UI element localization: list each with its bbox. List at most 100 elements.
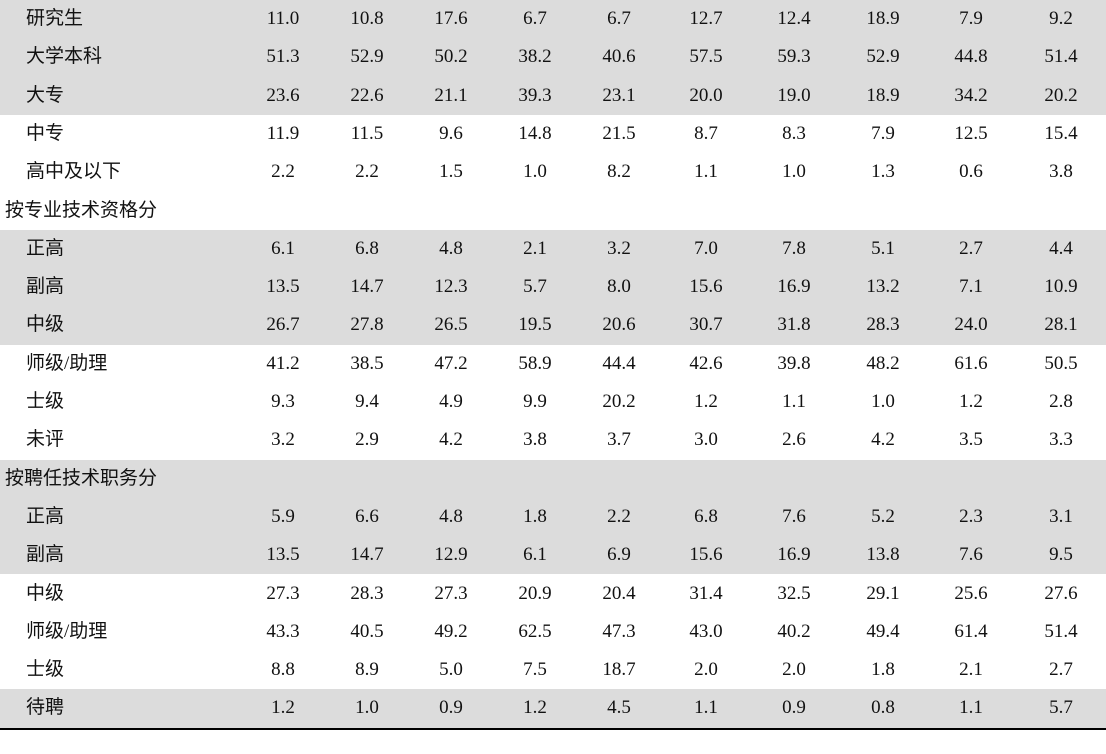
cell-value: 4.2 bbox=[439, 429, 463, 451]
cell-value: 52.9 bbox=[866, 46, 900, 68]
cell-value: 1.2 bbox=[959, 391, 983, 412]
cell-value: 61.4 bbox=[954, 620, 988, 642]
cell-value: 27.3 bbox=[266, 582, 300, 604]
cell-value: 47.2 bbox=[434, 352, 468, 374]
row-label: 高中及以下 bbox=[26, 161, 122, 183]
cell-value: 4.8 bbox=[439, 505, 463, 527]
table-row: 师级/助理 41.2 38.5 47.2 58.9 44.4 42.6 39.8 48.2 61.… bbox=[0, 345, 1106, 383]
row-label: 师级/助理 bbox=[26, 352, 108, 374]
cell-value: 20.2 bbox=[602, 391, 636, 412]
cell-value: 1.2 bbox=[271, 697, 295, 719]
cell-value: 9.3 bbox=[271, 391, 295, 412]
cell-value: 5.1 bbox=[871, 237, 895, 259]
cell-value: 6.7 bbox=[607, 8, 631, 29]
cell-value: 59.3 bbox=[777, 46, 811, 68]
cell-value: 14.8 bbox=[518, 122, 552, 144]
section-label: 按专业技术资格分 bbox=[5, 199, 158, 221]
cell-value: 27.6 bbox=[1044, 582, 1078, 604]
row-label: 研究生 bbox=[26, 8, 84, 29]
row-label: 正高 bbox=[26, 505, 65, 527]
cell-value: 1.1 bbox=[694, 161, 718, 183]
cell-value: 58.9 bbox=[518, 352, 552, 374]
cell-value: 1.1 bbox=[959, 697, 983, 719]
cell-value: 12.9 bbox=[434, 544, 468, 566]
cell-value: 1.0 bbox=[782, 161, 806, 183]
row-label: 士级 bbox=[26, 659, 65, 681]
table-row: 待聘 1.2 1.0 0.9 1.2 4.5 1.1 0.9 0.8 1.1 5.7 bbox=[0, 689, 1106, 728]
cell-value: 15.6 bbox=[689, 276, 723, 298]
cell-value: 7.9 bbox=[959, 8, 983, 29]
cell-value: 11.5 bbox=[350, 122, 384, 144]
cell-value: 14.7 bbox=[350, 544, 384, 566]
cell-value: 12.4 bbox=[777, 8, 811, 29]
cell-value: 1.2 bbox=[523, 697, 547, 719]
cell-value: 13.2 bbox=[866, 276, 900, 298]
cell-value: 38.2 bbox=[518, 46, 552, 68]
cell-value: 13.5 bbox=[266, 276, 300, 298]
cell-value: 28.1 bbox=[1044, 314, 1078, 336]
cell-value: 6.7 bbox=[523, 8, 547, 29]
cell-value: 7.9 bbox=[871, 122, 895, 144]
cell-value: 6.8 bbox=[694, 505, 718, 527]
cell-value: 51.4 bbox=[1044, 620, 1078, 642]
cell-value: 26.5 bbox=[434, 314, 468, 336]
cell-value: 0.8 bbox=[871, 697, 895, 719]
cell-value: 8.7 bbox=[694, 122, 718, 144]
cell-value: 39.3 bbox=[518, 84, 552, 106]
cell-value: 32.5 bbox=[777, 582, 811, 604]
cell-value: 2.0 bbox=[782, 659, 806, 681]
cell-value: 50.2 bbox=[434, 46, 468, 68]
cell-value: 4.9 bbox=[439, 391, 463, 412]
cell-value: 30.7 bbox=[689, 314, 723, 336]
cell-value: 8.8 bbox=[271, 659, 295, 681]
cell-value: 28.3 bbox=[350, 582, 384, 604]
cell-value: 40.6 bbox=[602, 46, 636, 68]
row-label: 大学本科 bbox=[26, 46, 103, 68]
cell-value: 0.9 bbox=[782, 697, 806, 719]
cell-value: 1.5 bbox=[439, 161, 463, 183]
cell-value: 1.0 bbox=[871, 391, 895, 412]
cell-value: 14.7 bbox=[350, 276, 384, 298]
cell-value: 27.8 bbox=[350, 314, 384, 336]
table-row: 高中及以下 2.2 2.2 1.5 1.0 8.2 1.1 1.0 1.3 0.6 3.8 bbox=[0, 153, 1106, 191]
cell-value: 4.8 bbox=[439, 237, 463, 259]
cell-value: 6.9 bbox=[607, 544, 631, 566]
table-row: 研究生 11.0 10.8 17.6 6.7 6.7 12.7 12.4 18.9 7.9 9.2 bbox=[0, 0, 1106, 39]
cell-value: 2.6 bbox=[782, 429, 806, 451]
cell-value: 18.7 bbox=[602, 659, 636, 681]
cell-value: 49.4 bbox=[866, 620, 900, 642]
cell-value: 11.0 bbox=[266, 8, 300, 29]
cell-value: 7.5 bbox=[523, 659, 547, 681]
cell-value: 40.5 bbox=[350, 620, 384, 642]
cell-value: 62.5 bbox=[518, 620, 552, 642]
cell-value: 5.7 bbox=[523, 276, 547, 298]
cell-value: 1.0 bbox=[355, 697, 379, 719]
cell-value: 16.9 bbox=[777, 544, 811, 566]
cell-value: 21.5 bbox=[602, 122, 636, 144]
cell-value: 3.8 bbox=[1049, 161, 1073, 183]
cell-value: 7.8 bbox=[782, 237, 806, 259]
cell-value: 15.6 bbox=[689, 544, 723, 566]
cell-value: 61.6 bbox=[954, 352, 988, 374]
cell-value: 7.1 bbox=[959, 276, 983, 298]
cell-value: 13.8 bbox=[866, 544, 900, 566]
cell-value: 2.3 bbox=[959, 505, 983, 527]
cell-value: 10.9 bbox=[1044, 276, 1078, 298]
cell-value: 2.0 bbox=[694, 659, 718, 681]
cell-value: 10.8 bbox=[350, 8, 384, 29]
cell-value: 3.1 bbox=[1049, 505, 1073, 527]
cell-value: 3.3 bbox=[1049, 429, 1073, 451]
cell-value: 22.6 bbox=[350, 84, 384, 106]
section-row: 按聘任技术职务分 bbox=[0, 459, 1106, 498]
cell-value: 7.0 bbox=[694, 237, 718, 259]
cell-value: 29.1 bbox=[866, 582, 900, 604]
cell-value: 28.3 bbox=[866, 314, 900, 336]
table-row: 中级 27.3 28.3 27.3 20.9 20.4 31.4 32.5 29.1 25.6 27… bbox=[0, 575, 1106, 613]
cell-value: 17.6 bbox=[434, 8, 468, 29]
cell-value: 8.3 bbox=[782, 122, 806, 144]
cell-value: 20.2 bbox=[1044, 84, 1078, 106]
cell-value: 7.6 bbox=[959, 544, 983, 566]
table-row: 大专 23.6 22.6 21.1 39.3 23.1 20.0 19.0 18.9 34.2 20… bbox=[0, 76, 1106, 115]
table-row: 大学本科 51.3 52.9 50.2 38.2 40.6 57.5 59.3 52.9 44.8… bbox=[0, 38, 1106, 77]
